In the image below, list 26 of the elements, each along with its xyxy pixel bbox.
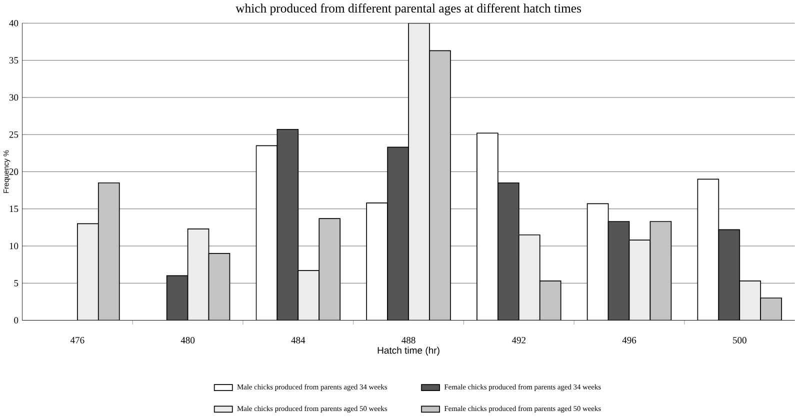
y-tick-label: 5	[14, 280, 18, 286]
x-axis-title: Hatch time (hr)	[378, 346, 440, 356]
x-tick-label: 476	[70, 337, 84, 344]
bar	[739, 280, 762, 320]
y-tick-label: 15	[10, 206, 18, 212]
x-tick-label: 500	[733, 337, 746, 344]
bar	[77, 223, 99, 320]
bar	[608, 221, 630, 320]
y-tick-label: 0	[14, 317, 18, 324]
bar	[298, 270, 320, 320]
bar	[518, 234, 540, 320]
y-tick-label: 30	[9, 94, 18, 101]
y-tick-label: 20	[9, 168, 18, 176]
chart-title: which produced from different parental ages at different hatch times	[236, 4, 582, 16]
y-tick-label: 10	[10, 242, 18, 250]
x-tick-label: 484	[291, 337, 306, 344]
y-tick-label: 40	[9, 20, 18, 26]
bar	[187, 228, 210, 320]
bar	[628, 240, 651, 320]
x-tick-label: 492	[512, 337, 526, 344]
y-tick-label: 25	[9, 131, 18, 138]
x-tick-label: 496	[622, 337, 636, 344]
x-tick-label: 480	[180, 337, 195, 344]
x-tick-label: 488	[402, 337, 416, 344]
bar	[408, 23, 430, 320]
y-tick-label: 35	[9, 57, 18, 64]
